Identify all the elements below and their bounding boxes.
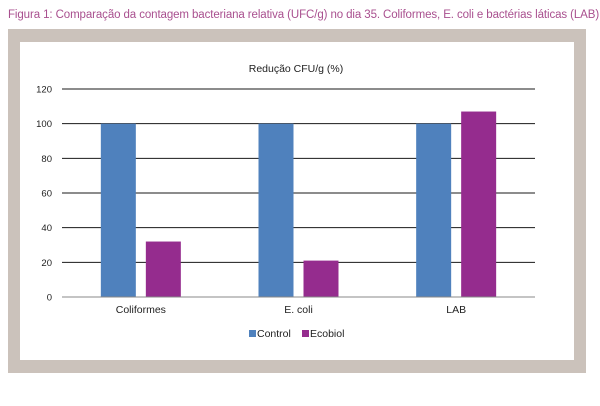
chart-bars <box>100 111 497 298</box>
bar-control-lab <box>416 123 452 298</box>
x-category-label: Coliformes <box>116 304 166 316</box>
bar-ecobiol-lab <box>461 111 497 298</box>
legend-label-ecobiol: Ecobiol <box>310 328 344 340</box>
y-tick-label: 60 <box>41 189 52 200</box>
legend-swatch-ecobiol <box>302 330 309 337</box>
y-tick-label: 120 <box>36 85 52 96</box>
chart-gridlines <box>62 88 535 263</box>
chart-legend: Control Ecobiol <box>249 328 344 340</box>
x-category-label: LAB <box>446 304 466 316</box>
bar-control-e-coli <box>258 123 294 298</box>
y-tick-label: 80 <box>41 154 52 165</box>
legend-label-control: Control <box>257 328 291 340</box>
y-tick-label: 0 <box>47 293 52 304</box>
bar-control-coliformes <box>100 123 136 298</box>
y-tick-label: 100 <box>36 119 52 130</box>
y-tick-label: 40 <box>41 223 52 234</box>
x-category-label: E. coli <box>284 304 313 316</box>
bar-ecobiol-e-coli <box>303 260 339 297</box>
y-axis-ticks: 0 20 40 60 80 100 120 <box>36 85 52 304</box>
chart-title: Redução CFU/g (%) <box>249 63 344 75</box>
y-tick-label: 20 <box>41 258 52 269</box>
x-axis-categories: Coliformes E. coli LAB <box>116 304 466 316</box>
figure-caption: Figura 1: Comparação da contagem bacteri… <box>8 9 600 21</box>
bar-ecobiol-coliformes <box>145 241 181 297</box>
legend-swatch-control <box>249 330 256 337</box>
